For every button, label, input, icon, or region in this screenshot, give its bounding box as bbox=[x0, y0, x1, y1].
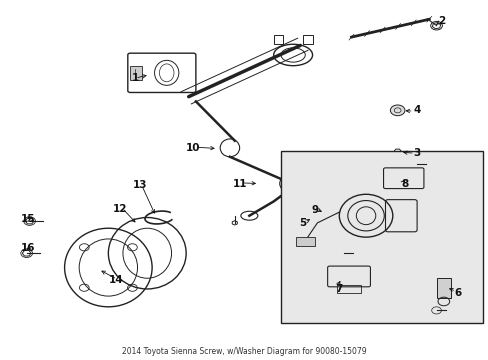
Text: 14: 14 bbox=[108, 275, 122, 285]
Bar bbox=[130, 66, 142, 80]
Text: 13: 13 bbox=[132, 180, 147, 190]
Text: 15: 15 bbox=[21, 214, 35, 224]
Text: 4: 4 bbox=[412, 105, 420, 115]
Text: 7: 7 bbox=[335, 284, 342, 294]
Text: 5: 5 bbox=[299, 218, 306, 228]
Text: 2014 Toyota Sienna Screw, w/Washer Diagram for 90080-15079: 2014 Toyota Sienna Screw, w/Washer Diagr… bbox=[122, 347, 366, 356]
Bar bbox=[281, 152, 482, 323]
Text: 9: 9 bbox=[311, 205, 318, 215]
Text: 1: 1 bbox=[131, 73, 139, 83]
Bar bbox=[436, 278, 450, 298]
Text: 8: 8 bbox=[401, 179, 408, 189]
Text: 2: 2 bbox=[437, 16, 444, 26]
Text: 3: 3 bbox=[413, 148, 420, 158]
Text: 10: 10 bbox=[186, 143, 200, 153]
Bar bbox=[336, 285, 361, 293]
Bar bbox=[273, 35, 283, 44]
Circle shape bbox=[389, 105, 404, 116]
Bar bbox=[302, 35, 312, 44]
Bar bbox=[295, 237, 314, 246]
Text: 6: 6 bbox=[454, 288, 461, 297]
Text: 12: 12 bbox=[113, 203, 127, 213]
FancyArrowPatch shape bbox=[188, 45, 300, 97]
Text: 16: 16 bbox=[21, 243, 35, 253]
Text: 11: 11 bbox=[232, 179, 246, 189]
